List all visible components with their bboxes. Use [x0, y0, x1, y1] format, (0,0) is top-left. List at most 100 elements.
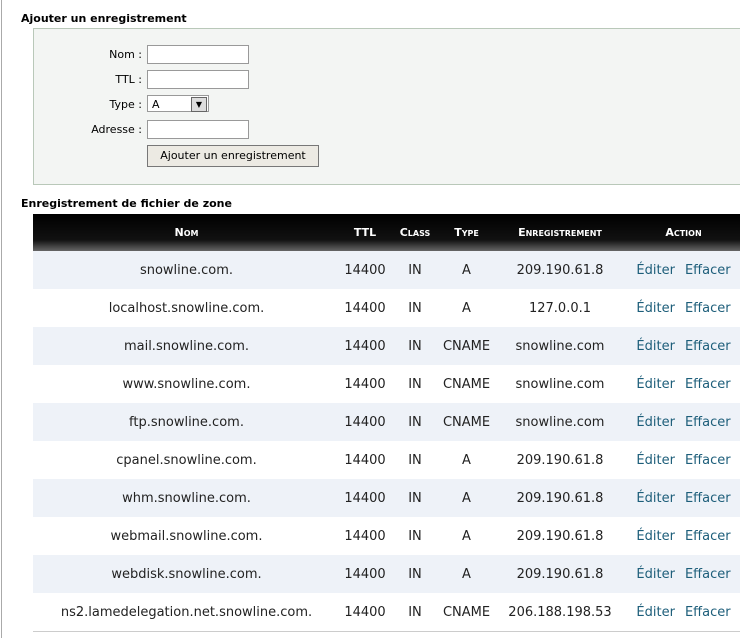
cell: IN — [390, 593, 440, 632]
zone-table: Nom TTL Class Type Enregistrement Action snow… — [33, 214, 740, 632]
delete-link[interactable]: Effacer — [684, 528, 731, 544]
cell: A — [462, 528, 471, 544]
cell: CNAME — [440, 403, 493, 441]
action-cell: Éditer Effacer — [627, 555, 740, 593]
action-cell: Éditer Effacer — [627, 327, 740, 365]
cell: A — [462, 300, 471, 316]
delete-link[interactable]: Effacer — [684, 604, 731, 620]
select[interactable]: A ▼ — [147, 95, 209, 112]
action-cell: Éditer Effacer — [627, 517, 740, 555]
cell: ftp.snowline.com. — [33, 403, 340, 441]
cell: 14400 — [340, 593, 390, 632]
cell: 14400 — [344, 300, 386, 316]
cell: snowline.com — [493, 403, 627, 441]
cell: A — [440, 555, 493, 593]
action-cell: Éditer Effacer — [627, 593, 740, 632]
cell: A — [462, 452, 471, 468]
column-header: Enregistrement — [493, 214, 627, 251]
cell: snowline.com. — [33, 251, 340, 289]
column-header: TTL — [340, 214, 390, 251]
cell: CNAME — [440, 327, 493, 365]
text-input[interactable] — [147, 70, 249, 89]
cell: 209.190.61.8 — [516, 452, 604, 468]
edit-link[interactable]: Éditer — [636, 262, 675, 278]
cell: snowline.com — [515, 376, 605, 392]
action-cell: Éditer Effacer — [627, 365, 740, 403]
edit-link[interactable]: Éditer — [636, 376, 675, 392]
delete-link[interactable]: Effacer — [684, 338, 731, 354]
select-arrow: ▼ — [191, 97, 207, 112]
delete-link[interactable]: Effacer — [684, 376, 731, 392]
field-label: Adresse : — [91, 123, 142, 136]
cell: A — [440, 479, 493, 517]
cell: 14400 — [344, 376, 386, 392]
edit-link[interactable]: Éditer — [636, 338, 675, 354]
record-row: ns2.lamedelegation.net.snowline.com. 1440… — [33, 593, 740, 632]
field-label: Type : — [109, 98, 142, 111]
record-row: localhost.snowline.com. 14400 IN A 127.0.0.1… — [33, 289, 740, 327]
action-cell: Éditer Effacer — [627, 251, 740, 289]
cell: 14400 — [340, 327, 390, 365]
cell: 14400 — [340, 251, 390, 289]
table-title: Enregistrement de fichier de zone — [21, 197, 232, 210]
cell: 14400 — [344, 452, 386, 468]
delete-link[interactable]: Effacer — [684, 452, 731, 468]
cell: 14400 — [340, 403, 390, 441]
delete-link[interactable]: Effacer — [684, 566, 731, 582]
cell: A — [440, 251, 493, 289]
record-row: webmail.snowline.com. 14400 IN A 209.190.61.… — [33, 517, 740, 555]
column-header: Nom — [33, 214, 340, 251]
cell: IN — [390, 251, 440, 289]
column-header: Type — [440, 214, 493, 251]
column-header: Action — [627, 214, 740, 251]
edit-link[interactable]: Éditer — [636, 300, 675, 316]
cell: mail.snowline.com. — [33, 327, 340, 365]
submit-button[interactable]: Ajouter un enregistrement — [147, 145, 319, 167]
cell: IN — [408, 300, 422, 316]
action-cell: Éditer Effacer — [627, 403, 740, 441]
header-row: Nom TTL Class Type Enregistrement Action — [33, 214, 740, 251]
delete-link[interactable]: Effacer — [684, 414, 731, 430]
edit-link[interactable]: Éditer — [636, 452, 675, 468]
action-cell: Éditer Effacer — [627, 479, 740, 517]
text-input[interactable] — [147, 45, 249, 64]
table-body: snowline.com. 14400 IN A 209.190.61.8 Éditer E… — [33, 251, 740, 632]
edit-link[interactable]: Éditer — [636, 414, 675, 430]
cell: whm.snowline.com. — [33, 479, 340, 517]
record-row: www.snowline.com. 14400 IN CNAME snowline.co… — [33, 365, 740, 403]
form-box: Nom : TTL : Type : A ▼ Adresse : Ajouter … — [33, 28, 740, 185]
edit-link[interactable]: Éditer — [636, 566, 675, 582]
edit-link[interactable]: Éditer — [636, 528, 675, 544]
record-row: mail.snowline.com. 14400 IN CNAME snowline.c… — [33, 327, 740, 365]
cell: CNAME — [440, 593, 493, 632]
cell: ns2.lamedelegation.net.snowline.com. — [33, 593, 340, 632]
cell: webdisk.snowline.com. — [33, 555, 340, 593]
cell: www.snowline.com. — [122, 376, 251, 392]
record-row: whm.snowline.com. 14400 IN A 209.190.61.8 Édi… — [33, 479, 740, 517]
cell: CNAME — [442, 376, 491, 392]
delete-link[interactable]: Effacer — [684, 262, 731, 278]
delete-link[interactable]: Effacer — [684, 300, 731, 316]
cell: snowline.com — [493, 327, 627, 365]
record-row: ftp.snowline.com. 14400 IN CNAME snowline.co… — [33, 403, 740, 441]
edge — [1, 0, 2, 638]
record-row: webdisk.snowline.com. 14400 IN A 209.190.61.… — [33, 555, 740, 593]
cell: 209.190.61.8 — [493, 479, 627, 517]
cell: 14400 — [340, 479, 390, 517]
cell: IN — [390, 403, 440, 441]
text-input[interactable] — [147, 120, 249, 139]
cell: 209.190.61.8 — [493, 251, 627, 289]
column-header: Class — [390, 214, 440, 251]
cell: IN — [408, 376, 422, 392]
edit-link[interactable]: Éditer — [636, 604, 675, 620]
edit-link[interactable]: Éditer — [636, 490, 675, 506]
action-cell: Éditer Effacer — [627, 441, 740, 479]
cell: IN — [408, 528, 422, 544]
field-label: Nom : — [109, 48, 142, 61]
delete-link[interactable]: Effacer — [684, 490, 731, 506]
cell: 209.190.61.8 — [493, 555, 627, 593]
cell: 209.190.61.8 — [516, 528, 604, 544]
form-title: Ajouter un enregistrement — [21, 12, 187, 25]
select-value: A — [152, 98, 160, 111]
